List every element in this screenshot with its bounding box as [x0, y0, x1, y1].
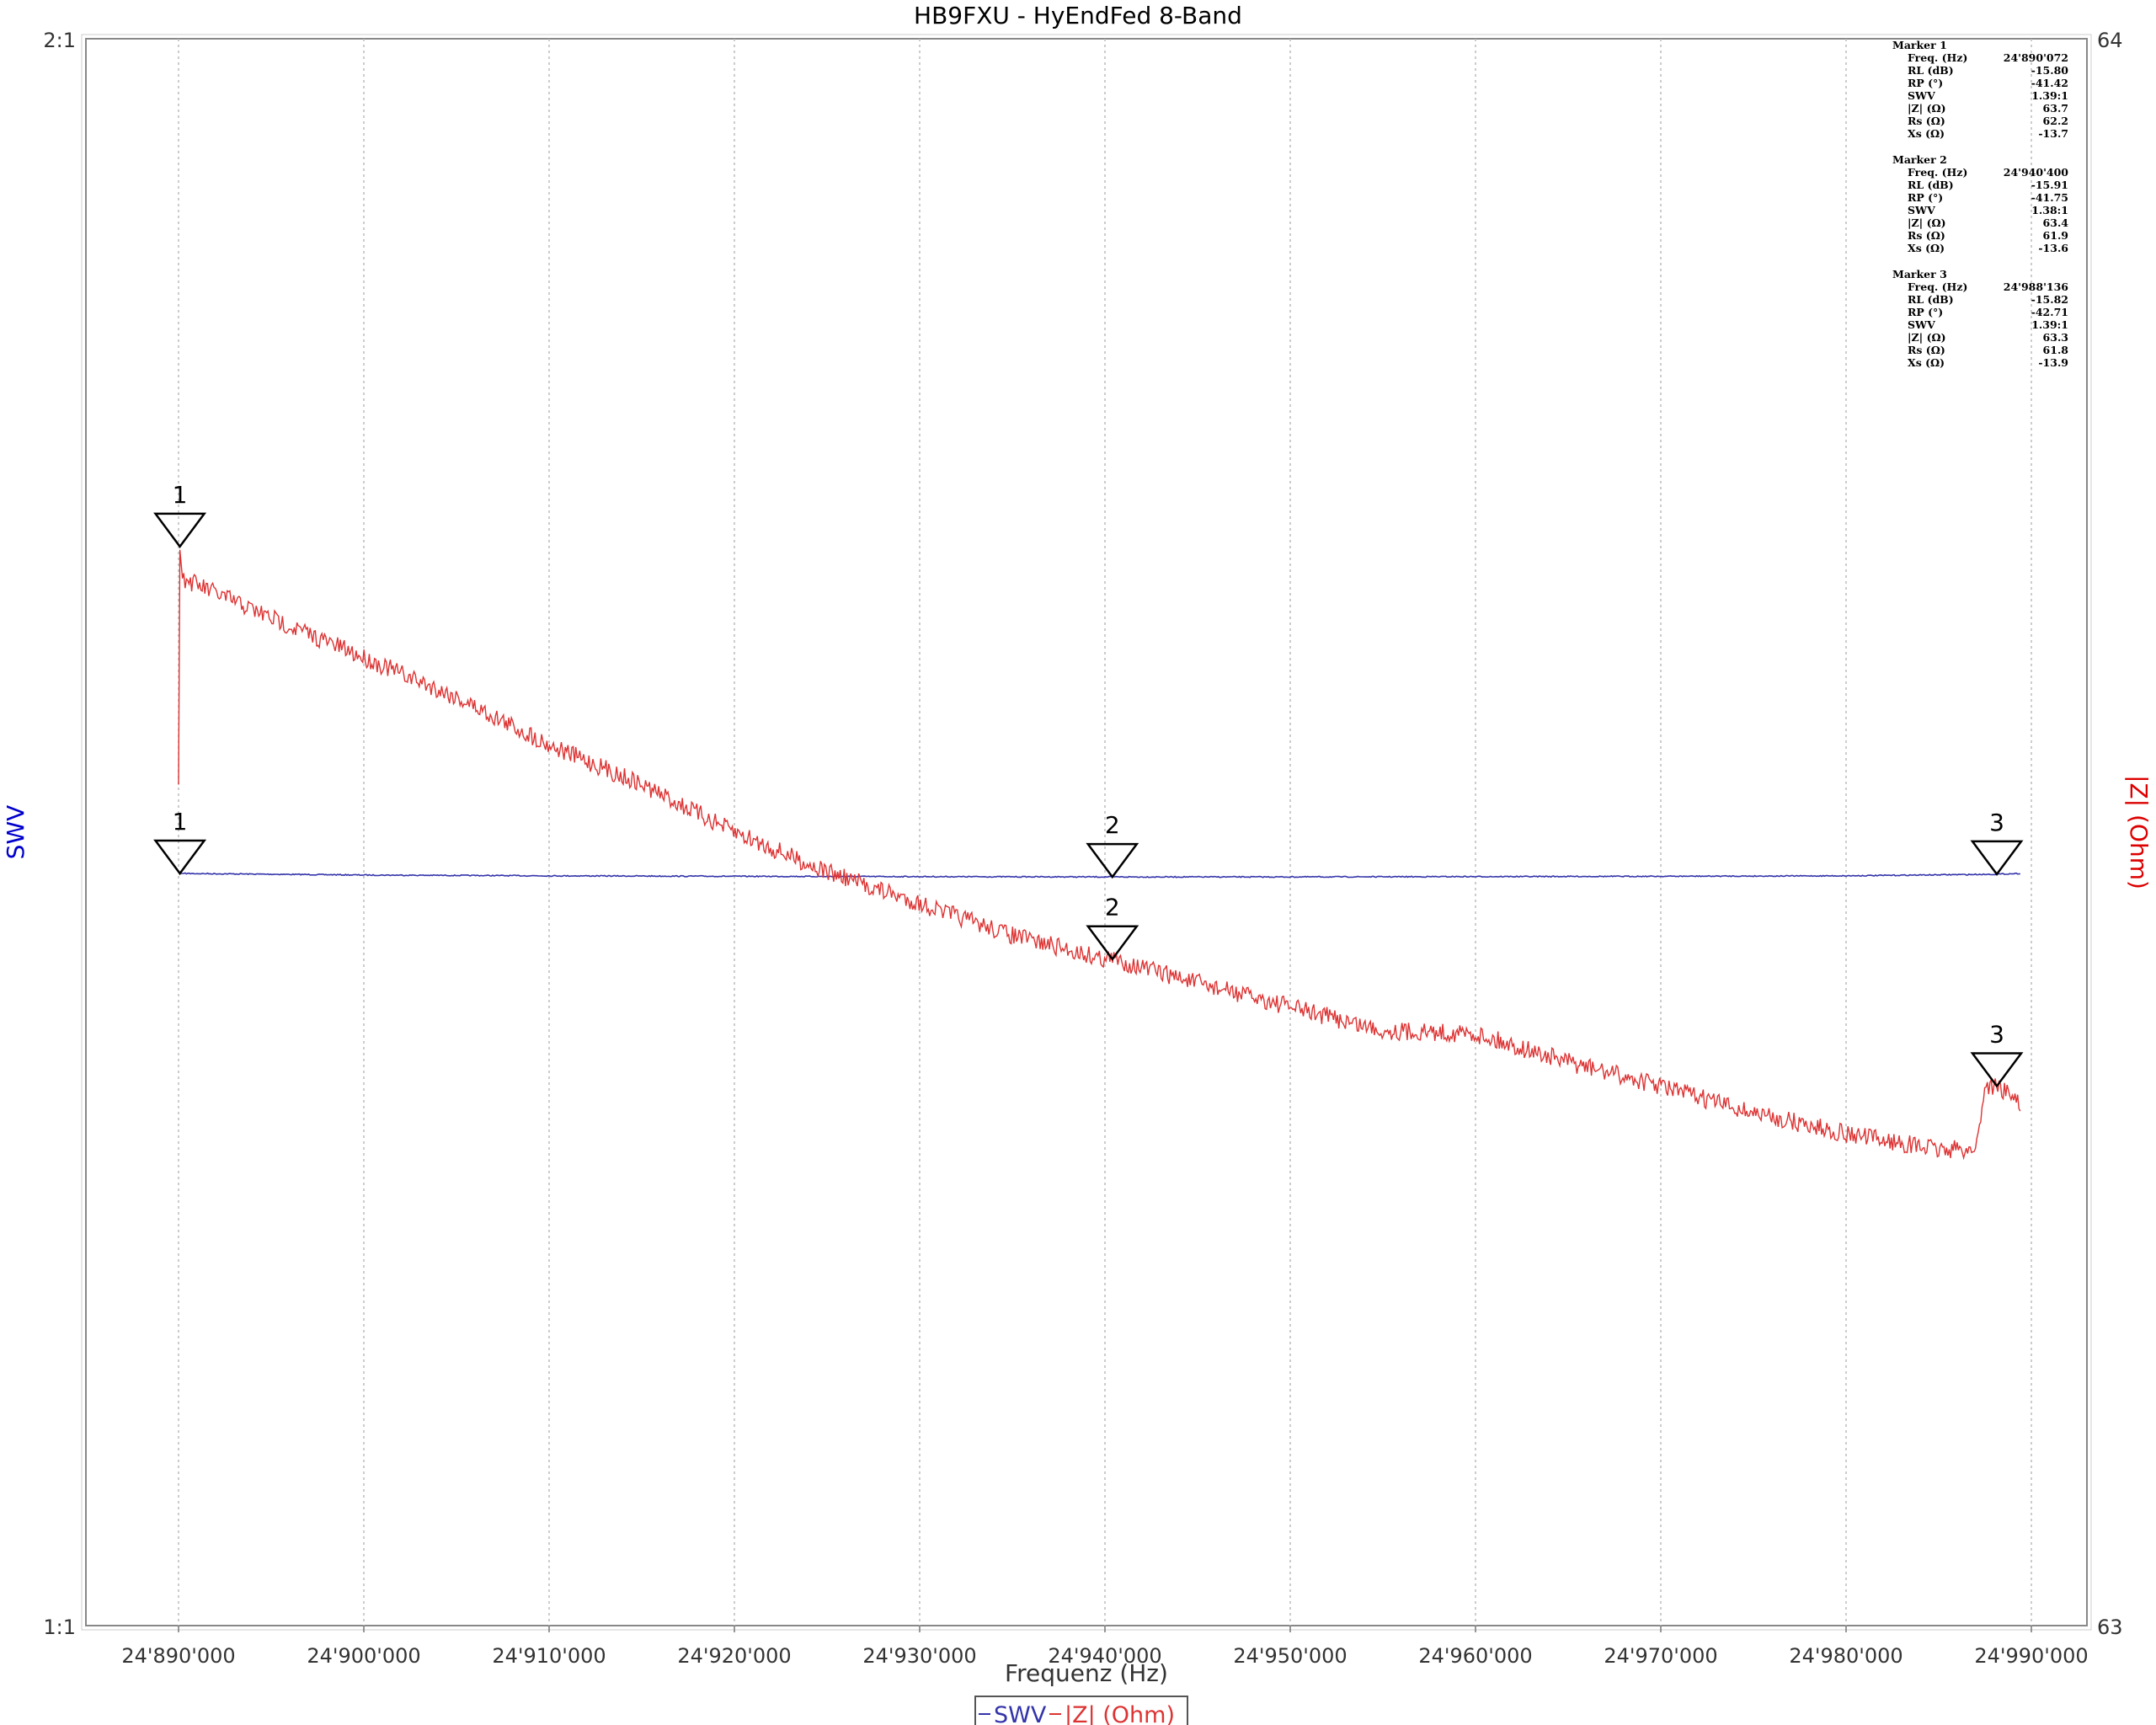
- marker-info-key: RP (°): [1908, 306, 1943, 318]
- marker-info-value: -15.82: [2031, 293, 2068, 306]
- marker-info-key: Xs (Ω): [1908, 242, 1945, 254]
- marker-info-key: Rs (Ω): [1908, 115, 1945, 127]
- marker-triangle: [1086, 842, 1139, 879]
- y-right-tick-top: 64: [2097, 29, 2123, 52]
- marker-label: 1: [173, 481, 188, 509]
- marker-info-value: -13.6: [2038, 242, 2068, 254]
- marker-info-value: 24'940'400: [2004, 166, 2069, 179]
- marker-info-value: 24'988'136: [2004, 280, 2069, 293]
- marker-info-value: 24'890'072: [2004, 51, 2068, 64]
- marker-label: 3: [1989, 1020, 2004, 1048]
- y-left-axis-label: SWV: [2, 805, 29, 860]
- marker-info-key: SWV: [1908, 89, 1935, 102]
- marker-info-key: RP (°): [1908, 191, 1943, 204]
- marker-info-key: Xs (Ω): [1908, 127, 1945, 140]
- marker-layer: 1 1 2 2 3 3: [153, 481, 2024, 1088]
- marker-info-title: Marker 2: [1892, 153, 1947, 166]
- marker-info-value: -41.75: [2031, 191, 2068, 204]
- marker-info-value: 1.39:1: [2031, 89, 2068, 102]
- marker-info-value: -13.7: [2038, 127, 2068, 140]
- marker-info-title: Marker 3: [1892, 268, 1947, 280]
- marker-info-key: SWV: [1908, 318, 1935, 331]
- y-left-tick-bottom: 1:1: [43, 1616, 76, 1639]
- marker-triangle: [153, 839, 207, 876]
- marker-triangle: [1970, 1052, 2024, 1088]
- marker-info-value: -15.80: [2031, 64, 2069, 77]
- x-tick-label: 24'920'000: [677, 1644, 791, 1668]
- marker-info-key: Freq. (Hz): [1908, 166, 1967, 179]
- marker-label: 2: [1105, 811, 1120, 839]
- legend-label-z: |Z| (Ohm): [1065, 1702, 1175, 1725]
- grid-lines: [178, 39, 2032, 1632]
- marker-info-value: 62.2: [2043, 115, 2068, 127]
- marker-info-key: Rs (Ω): [1908, 344, 1945, 356]
- marker-triangle: [1970, 840, 2024, 877]
- marker-info-value: -41.42: [2031, 77, 2068, 89]
- marker-triangle: [1086, 925, 1139, 961]
- plot-frame: [81, 34, 2092, 1631]
- x-tick-label: 24'980'000: [1789, 1644, 1903, 1668]
- x-tick-label: 24'940'000: [1048, 1644, 1161, 1668]
- marker-info-key: |Z| (Ω): [1908, 331, 1946, 344]
- marker-label: 1: [173, 808, 188, 836]
- series-line-z: [178, 549, 2021, 1161]
- marker-info-value: 1.38:1: [2031, 204, 2068, 216]
- x-tick-label: 24'950'000: [1233, 1644, 1347, 1668]
- marker-label: 3: [1989, 809, 2004, 836]
- marker-info-key: RP (°): [1908, 77, 1943, 89]
- marker-label: 2: [1105, 894, 1120, 921]
- series-line-swv: [179, 872, 2020, 879]
- y-left-tick-top: 2:1: [43, 29, 76, 52]
- series-layer: [178, 549, 2021, 1161]
- marker-info-key: RL (dB): [1908, 179, 1954, 191]
- marker-info-key: RL (dB): [1908, 64, 1954, 77]
- marker-info-key: Rs (Ω): [1908, 229, 1945, 242]
- marker-info-key: RL (dB): [1908, 293, 1954, 306]
- legend: SWV |Z| (Ohm): [974, 1696, 1188, 1725]
- x-tick-label: 24'910'000: [492, 1644, 606, 1668]
- x-tick-label: 24'990'000: [1974, 1644, 2088, 1668]
- marker-info-value: 61.8: [2043, 344, 2069, 356]
- marker-info-value: 63.3: [2043, 331, 2068, 344]
- x-tick-labels: 24'890'000 24'900'000 24'910'000 24'920'000…: [121, 1644, 2088, 1668]
- y-right-tick-bottom: 63: [2097, 1616, 2123, 1639]
- marker-info-value: 1.39:1: [2031, 318, 2068, 331]
- x-tick-label: 24'900'000: [307, 1644, 420, 1668]
- marker-info-value: 63.7: [2043, 102, 2068, 115]
- marker-info-title: Marker 1: [1892, 39, 1947, 51]
- marker-info-key: Freq. (Hz): [1908, 280, 1967, 293]
- legend-label-swv: SWV: [994, 1702, 1047, 1725]
- marker-triangle: [153, 512, 207, 548]
- marker-info-value: -13.9: [2038, 356, 2068, 369]
- marker-info-key: SWV: [1908, 204, 1935, 216]
- x-tick-label: 24'930'000: [862, 1644, 976, 1668]
- marker-info-key: Freq. (Hz): [1908, 51, 1967, 64]
- chart-title: HB9FXU - HyEndFed 8-Band: [914, 2, 1242, 29]
- marker-info-value: 63.4: [2043, 216, 2069, 229]
- x-tick-label: 24'960'000: [1418, 1644, 1532, 1668]
- x-tick-label: 24'970'000: [1604, 1644, 1717, 1668]
- y-right-axis-label: |Z| (Ohm): [2125, 775, 2153, 889]
- x-tick-label: 24'890'000: [121, 1644, 235, 1668]
- marker-info-key: |Z| (Ω): [1908, 216, 1946, 229]
- marker-info-key: Xs (Ω): [1908, 356, 1945, 369]
- marker-info-value: -15.91: [2031, 179, 2068, 191]
- marker-info-key: |Z| (Ω): [1908, 102, 1946, 115]
- marker-info-value: 61.9: [2043, 229, 2068, 242]
- marker-info-value: -42.71: [2031, 306, 2068, 318]
- x-axis-label: Frequenz (Hz): [1005, 1659, 1168, 1687]
